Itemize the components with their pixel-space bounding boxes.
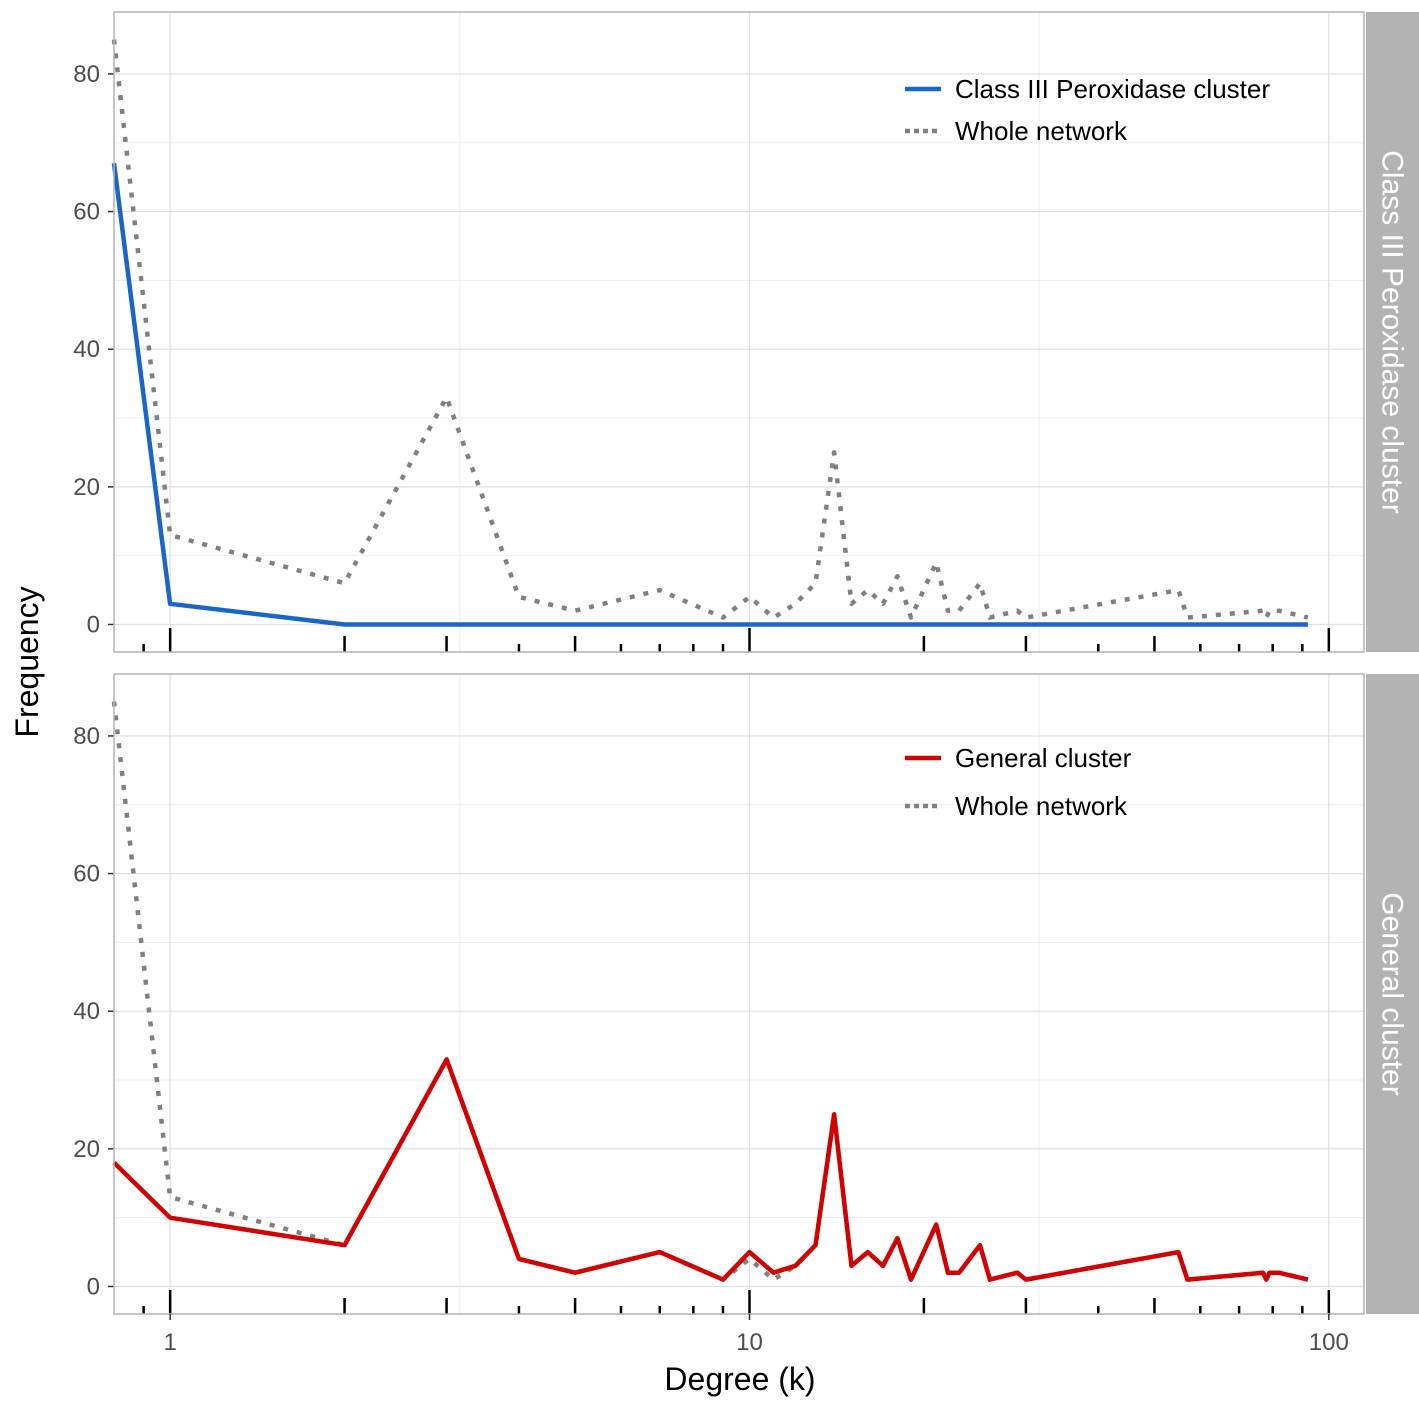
- legend: Class III Peroxidase cluster Whole networ…: [905, 74, 1270, 146]
- panel-2: 0 20 40 60 80 General cluster General cluster W…: [73, 673, 1419, 1315]
- panel-background: [114, 12, 1364, 652]
- y-tick-label: 0: [87, 1273, 100, 1300]
- x-tick-label: 100: [1309, 1329, 1349, 1356]
- legend: General cluster Whole network: [905, 743, 1132, 821]
- series-line-whole-network: [111, 39, 1309, 620]
- series-line-class-iii-peroxidase-cluster: [111, 163, 1308, 627]
- facet-strip-label: Class III Peroxidase cluster: [1376, 150, 1409, 513]
- y-tick-label: 0: [87, 611, 100, 638]
- legend-label: Whole network: [955, 116, 1128, 146]
- y-tick-label: 40: [73, 998, 100, 1025]
- series-line-general-cluster: [112, 1057, 1309, 1282]
- legend-label: General cluster: [955, 743, 1132, 773]
- legend-label: Class III Peroxidase cluster: [955, 74, 1270, 104]
- facet-strip: [1366, 674, 1419, 1314]
- y-tick-label: 80: [73, 723, 100, 750]
- y-axis-title: Frequency: [9, 586, 45, 737]
- panel-border: [113, 11, 1365, 653]
- facet-strip: [1366, 12, 1419, 652]
- y-tick-label: 60: [73, 199, 100, 226]
- panel-background: [114, 674, 1364, 1314]
- y-tick-label: 20: [73, 474, 100, 501]
- x-axis-title: Degree (k): [664, 1361, 815, 1397]
- legend-label: Whole network: [955, 791, 1128, 821]
- x-tick-label: 1: [163, 1329, 176, 1356]
- facet-strip-label: General cluster: [1376, 892, 1409, 1095]
- y-tick-label: 20: [73, 1136, 100, 1163]
- x-tick-label: 10: [736, 1329, 763, 1356]
- y-tick-label: 40: [73, 336, 100, 363]
- y-tick-label: 80: [73, 61, 100, 88]
- panel-border: [113, 673, 1365, 1315]
- y-tick-label: 60: [73, 861, 100, 888]
